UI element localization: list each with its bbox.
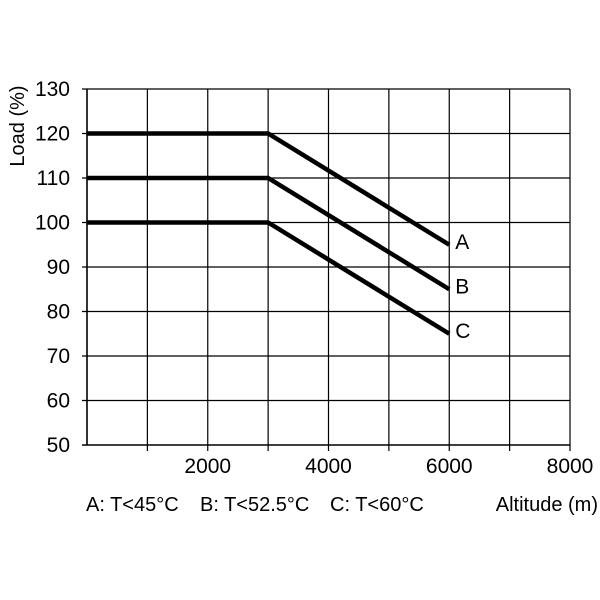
series-lines xyxy=(87,131,451,336)
y-tick-label: 130 xyxy=(35,78,70,101)
y-tick-label: 70 xyxy=(47,345,70,368)
y-tick-label: 50 xyxy=(47,434,70,457)
series-label-c: C xyxy=(455,320,470,343)
x-tick-label: 2000 xyxy=(184,455,231,478)
legend-note-b: B: T<52.5°C xyxy=(200,494,309,516)
series-label-b: B xyxy=(455,275,469,298)
series-line-a xyxy=(87,131,451,247)
y-tick-label: 80 xyxy=(47,301,70,324)
x-tick-labels: 2000 4000 6000 8000 xyxy=(184,455,593,478)
y-tick-labels: 50 60 70 80 90 100 110 120 130 xyxy=(35,78,70,457)
series-label-a: A xyxy=(455,231,469,254)
y-axis-label: Load (%) xyxy=(7,85,29,166)
x-axis-label: Altitude (m) xyxy=(496,494,598,516)
x-tick-label: 8000 xyxy=(547,455,594,478)
x-tick-label: 4000 xyxy=(305,455,352,478)
y-tick-label: 110 xyxy=(37,167,70,190)
series-line-b xyxy=(87,175,451,292)
y-tick-label: 90 xyxy=(47,256,70,279)
series-labels: ABC xyxy=(455,231,470,343)
x-tick-label: 6000 xyxy=(426,455,473,478)
grid xyxy=(82,88,571,451)
y-tick-label: 60 xyxy=(47,390,70,413)
legend-note-a: A: T<45°C xyxy=(86,494,179,516)
legend-note-c: C: T<60°C xyxy=(330,494,424,516)
series-line-c xyxy=(87,220,451,336)
axes xyxy=(82,89,570,446)
y-tick-label: 120 xyxy=(35,123,70,146)
y-tick-label: 100 xyxy=(35,212,70,235)
